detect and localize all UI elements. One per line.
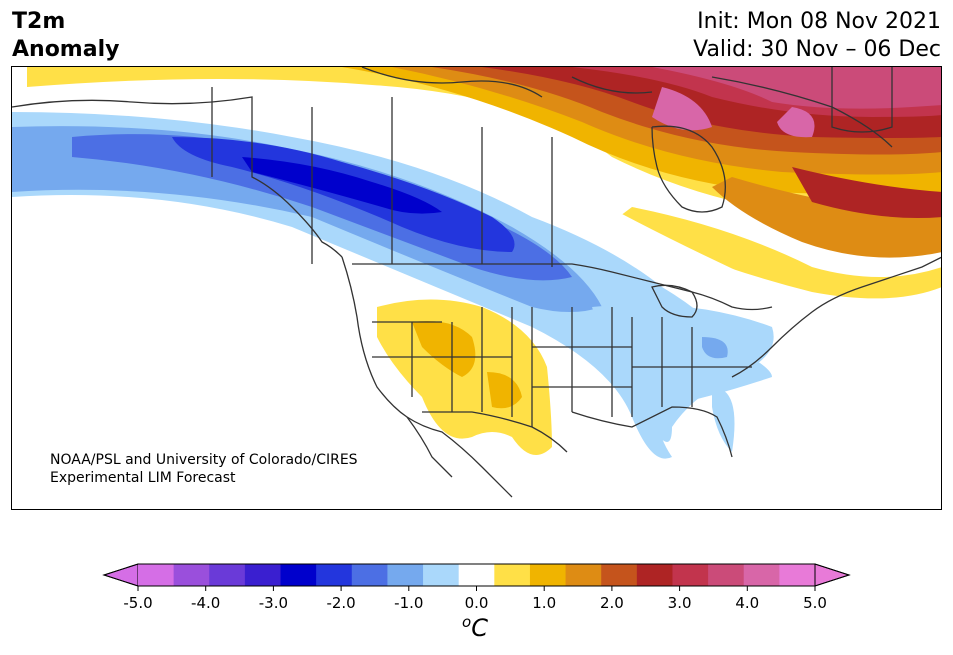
colorbar-swatch bbox=[529, 564, 567, 586]
quantity-label: Anomaly bbox=[12, 37, 120, 62]
cold-band-light bbox=[12, 112, 772, 459]
colorbar-tick-label: 1.0 bbox=[532, 594, 556, 612]
hudson-bay bbox=[651, 125, 726, 213]
colorbar-over-arrow bbox=[814, 563, 851, 587]
warm-spot-magenta bbox=[777, 107, 815, 138]
colorbar-tick-label: -2.0 bbox=[326, 594, 355, 612]
colorbar-swatch bbox=[138, 564, 175, 586]
unit-superscript: o bbox=[462, 613, 472, 631]
province-lines bbox=[211, 87, 553, 267]
colorbar-swatch bbox=[316, 564, 353, 586]
cold-southeast-light bbox=[592, 304, 774, 442]
colorbar-tick-label: -5.0 bbox=[123, 594, 152, 612]
colorbar-swatch bbox=[565, 564, 602, 586]
valid-date: Valid: 30 Nov – 06 Dec bbox=[693, 37, 941, 62]
colorbar-tick-label: 3.0 bbox=[668, 594, 692, 612]
map-svg bbox=[12, 67, 941, 498]
warm-band-arctic-pink bbox=[652, 67, 941, 109]
colorbar-tick-label: 2.0 bbox=[600, 594, 624, 612]
coastline-pacific bbox=[341, 256, 513, 498]
warm-southwest-gold bbox=[412, 321, 476, 377]
variable-label: T2m bbox=[12, 9, 66, 34]
warm-east-canada-orange bbox=[712, 177, 941, 258]
colorbar-svg: -5.0 -4.0 -3.0 -2.0 -1.0 0.0 1.0 2.0 3.0 4.0 5.0 bbox=[102, 563, 851, 612]
coastline-gulf bbox=[571, 406, 733, 458]
colorbar-swatch bbox=[779, 564, 816, 586]
colorbar-swatch bbox=[672, 564, 709, 586]
coastline-atlantic bbox=[731, 256, 941, 378]
colorbar-swatch bbox=[209, 564, 246, 586]
cold-southeast-mid bbox=[702, 337, 728, 359]
state-lines-west bbox=[372, 307, 513, 417]
warm-east-canada-red bbox=[792, 167, 941, 218]
colorbar-tick-label: -3.0 bbox=[259, 594, 288, 612]
colorbar-swatch bbox=[244, 564, 282, 586]
credit-line-2: Experimental LIM Forecast bbox=[50, 470, 236, 486]
coastline-alaska bbox=[12, 96, 343, 258]
colorbar-swatch bbox=[351, 564, 388, 586]
us-canada-border bbox=[352, 263, 773, 311]
warm-east-canada-yellow bbox=[612, 207, 941, 299]
colorbar-swatch bbox=[708, 564, 745, 586]
unit-label: oC bbox=[462, 613, 488, 642]
anomaly-map: NOAA/PSL and University of Colorado/CIRE… bbox=[11, 66, 942, 510]
greenland-coast bbox=[831, 67, 893, 133]
colorbar-swatch bbox=[423, 564, 460, 586]
forecast-dates: Init: Mon 08 Nov 2021 Valid: 30 Nov – 06… bbox=[693, 8, 941, 64]
colorbar-swatch bbox=[743, 564, 780, 586]
colorbar-tick-label: 4.0 bbox=[735, 594, 759, 612]
colorbar-tick-label: 0.0 bbox=[465, 594, 489, 612]
colorbar-swatch bbox=[458, 564, 495, 586]
colorbar-swatch bbox=[601, 564, 638, 586]
great-lakes bbox=[651, 284, 698, 318]
map-title: T2m Anomaly bbox=[12, 8, 119, 64]
colorbar-swatch bbox=[494, 564, 531, 586]
coastline-baja bbox=[406, 416, 453, 478]
colorbar-swatch bbox=[387, 564, 424, 586]
warm-southwest-gold2 bbox=[487, 372, 522, 409]
boundaries bbox=[12, 67, 941, 498]
canada-arctic-islands bbox=[361, 67, 893, 148]
colorbar-swatch bbox=[173, 564, 210, 586]
credit-text: NOAA/PSL and University of Colorado/CIRE… bbox=[50, 451, 358, 487]
init-date: Init: Mon 08 Nov 2021 bbox=[697, 9, 941, 34]
cold-band-mid bbox=[12, 126, 602, 312]
colorbar-swatch bbox=[636, 564, 673, 586]
colorbar-swatch bbox=[280, 564, 317, 586]
unit-text: C bbox=[471, 614, 488, 642]
anomaly-shading bbox=[12, 67, 941, 459]
credit-line-1: NOAA/PSL and University of Colorado/CIRE… bbox=[50, 452, 358, 468]
colorbar-tick-label: -1.0 bbox=[394, 594, 423, 612]
colorbar-tick-label: -4.0 bbox=[191, 594, 220, 612]
cold-southeast-florida bbox=[712, 387, 735, 452]
state-lines-east bbox=[631, 317, 752, 417]
cold-band-deep bbox=[72, 134, 572, 281]
colorbar: -5.0 -4.0 -3.0 -2.0 -1.0 0.0 1.0 2.0 3.0 4.0 5.0 bbox=[0, 560, 953, 655]
colorbar-tick-label: 5.0 bbox=[803, 594, 827, 612]
colorbar-under-arrow bbox=[102, 563, 139, 587]
warm-spot-pink bbox=[652, 87, 712, 131]
state-lines-central bbox=[531, 307, 632, 427]
